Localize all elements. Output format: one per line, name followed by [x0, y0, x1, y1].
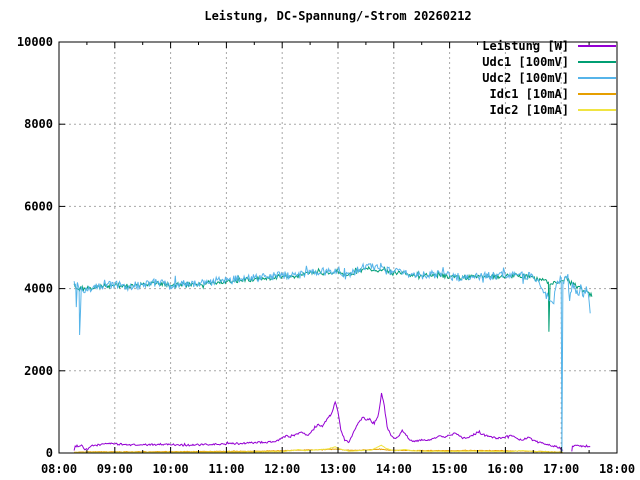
x-tick-label: 09:00 — [97, 462, 133, 476]
y-tick-label: 0 — [46, 446, 53, 460]
legend-entry-label: Leistung [W] — [482, 39, 569, 53]
legend-swatch-line — [578, 93, 616, 95]
legend-swatch-line — [578, 45, 616, 47]
legend-swatch-line — [578, 77, 616, 79]
x-tick-label: 16:00 — [487, 462, 523, 476]
y-tick-label: 6000 — [24, 199, 53, 213]
series-line-leistung — [73, 392, 564, 451]
y-tick-label: 10000 — [17, 35, 53, 49]
y-tick-label: 4000 — [24, 282, 53, 296]
x-tick-label: 10:00 — [153, 462, 189, 476]
legend-entry: Idc1 [10mA] — [482, 86, 616, 102]
series-line-udc2 — [73, 262, 591, 454]
y-tick-label: 2000 — [24, 364, 53, 378]
legend-entry: Leistung [W] — [482, 38, 616, 54]
x-tick-label: 11:00 — [208, 462, 244, 476]
legend-entry-label: Idc1 [10mA] — [489, 87, 569, 101]
legend-entry-label: Idc2 [10mA] — [489, 103, 569, 117]
legend-entry: Udc1 [100mV] — [482, 54, 616, 70]
series-line-udc1 — [73, 265, 593, 332]
legend-entry-label: Udc2 [100mV] — [482, 71, 569, 85]
x-tick-label: 14:00 — [376, 462, 412, 476]
x-tick-label: 13:00 — [320, 462, 356, 476]
x-tick-label: 18:00 — [599, 462, 635, 476]
x-tick-label: 17:00 — [543, 462, 579, 476]
legend: Leistung [W] Udc1 [100mV] Udc2 [100mV] Idc1… — [482, 38, 616, 118]
legend-swatch-line — [578, 61, 616, 63]
x-tick-label: 12:00 — [264, 462, 300, 476]
legend-swatch-line — [578, 109, 616, 111]
legend-entry-label: Udc1 [100mV] — [482, 55, 569, 69]
series-line-leistung — [571, 444, 591, 452]
legend-entry: Udc2 [100mV] — [482, 70, 616, 86]
x-tick-label: 08:00 — [41, 462, 77, 476]
x-tick-label: 15:00 — [432, 462, 468, 476]
series-line-idc2 — [74, 444, 563, 454]
chart-title: Leistung, DC-Spannung/-Strom 20260212 — [204, 9, 472, 23]
y-tick-label: 8000 — [24, 117, 53, 131]
legend-entry: Idc2 [10mA] — [482, 102, 616, 118]
